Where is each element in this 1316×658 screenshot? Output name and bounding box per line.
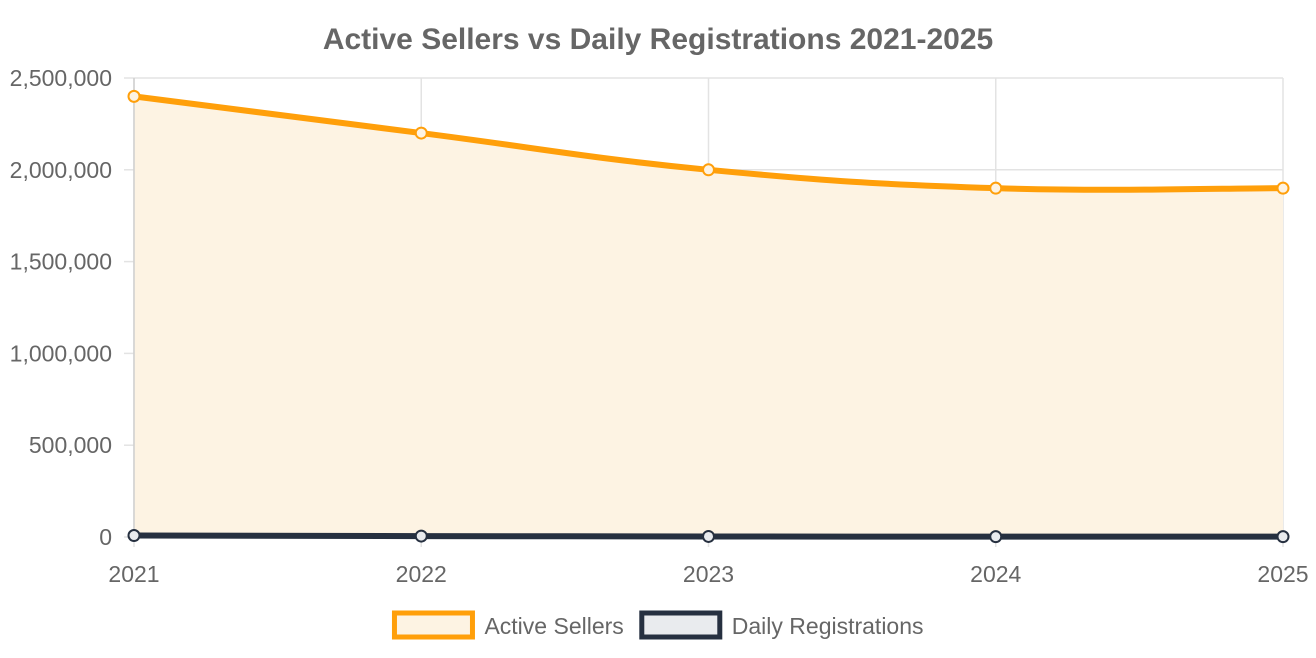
x-tick-label: 2025 (1257, 561, 1308, 587)
data-point-0[interactable] (1276, 181, 1290, 195)
y-tick-label: 500,000 (29, 432, 112, 458)
data-point-1[interactable] (127, 529, 141, 543)
data-point-0[interactable] (989, 181, 1003, 195)
x-tick-label: 2023 (683, 561, 734, 587)
legend-item-1[interactable]: Daily Registrations (639, 610, 924, 640)
data-point-1[interactable] (414, 529, 428, 543)
data-point-0[interactable] (127, 89, 141, 103)
legend[interactable]: Active Sellers Daily Registrations (391, 610, 924, 640)
data-point-1[interactable] (1276, 530, 1290, 544)
x-tick-label: 2024 (970, 561, 1021, 587)
chart-title: Active Sellers vs Daily Registrations 20… (323, 23, 993, 56)
x-tick-label: 2021 (108, 561, 159, 587)
data-points (127, 89, 1290, 544)
y-tick-label: 2,500,000 (10, 65, 112, 91)
data-point-0[interactable] (414, 126, 428, 140)
y-tick-label: 2,000,000 (10, 157, 112, 183)
legend-item-0[interactable]: Active Sellers (391, 610, 624, 640)
data-point-0[interactable] (702, 163, 715, 177)
data-point-1[interactable] (702, 529, 715, 543)
series-area-0 (134, 96, 1283, 538)
y-tick-label: 1,000,000 (10, 340, 112, 366)
legend-label: Daily Registrations (732, 613, 924, 639)
legend-swatch (391, 610, 475, 640)
y-tick-label: 0 (99, 524, 112, 550)
x-tick-label: 2022 (396, 561, 447, 587)
area-layer (134, 96, 1283, 538)
legend-swatch (639, 610, 723, 640)
data-point-1[interactable] (989, 530, 1003, 544)
y-tick-label: 1,500,000 (10, 249, 112, 275)
axes: 0 500,000 1,000,000 1,500,000 2,000,000 2,500… (10, 65, 1309, 587)
legend-label: Active Sellers (484, 613, 623, 639)
